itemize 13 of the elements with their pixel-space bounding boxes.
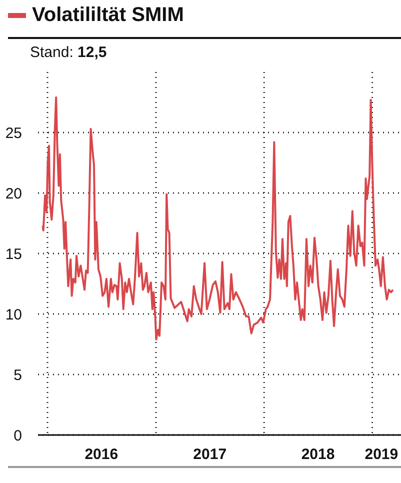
y-tick-label: 20 bbox=[5, 185, 22, 202]
chart-title: Volatililtät SMIM bbox=[32, 4, 184, 27]
x-tick-label: 2016 bbox=[84, 446, 118, 463]
y-tick-label: 15 bbox=[5, 246, 22, 263]
y-tick-label: 25 bbox=[5, 124, 22, 142]
line-series bbox=[42, 96, 394, 340]
x-tick-label: 2018 bbox=[301, 446, 335, 463]
x-tick-label: 2019 bbox=[364, 446, 398, 463]
y-tick-label: 10 bbox=[5, 306, 22, 324]
y-tick-label: 0 bbox=[14, 427, 22, 444]
chart-subtitle: Stand: 12,5 bbox=[30, 44, 107, 61]
x-tick-label: 2017 bbox=[193, 446, 227, 463]
y-tick-label: 5 bbox=[14, 366, 22, 384]
